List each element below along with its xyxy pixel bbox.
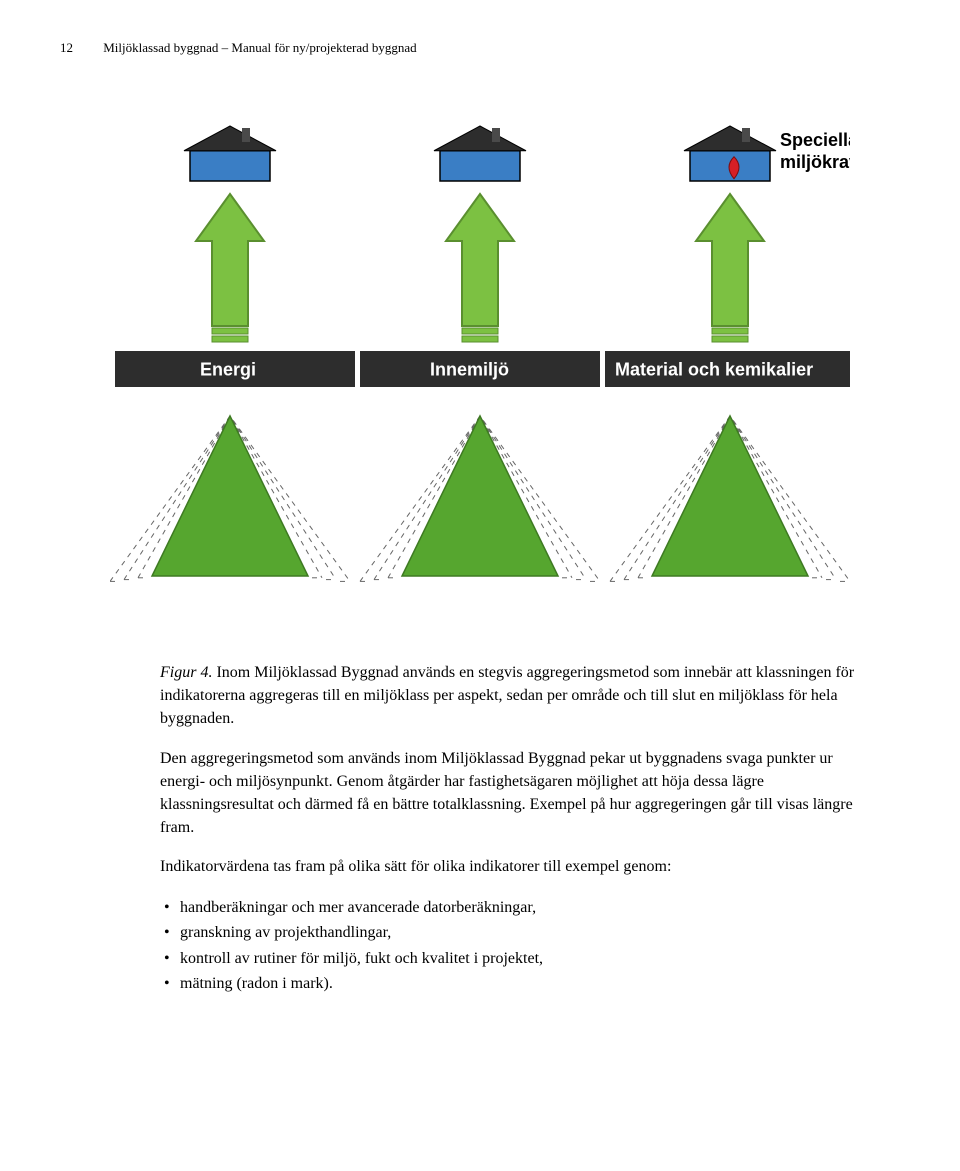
figure-caption-text: Inom Miljöklassad Byggnad används en ste… [160,664,854,727]
svg-text:Speciella: Speciella [780,130,850,150]
bullet-item: kontroll av rutiner för miljö, fukt och … [160,946,860,972]
bullet-item: granskning av projekthandlingar, [160,920,860,946]
bullet-item: mätning (radon i mark). [160,971,860,997]
paragraph-3: Indikatorvärdena tas fram på olika sätt … [160,855,860,878]
figure-caption: Figur 4. Inom Miljöklassad Byggnad använ… [160,661,860,731]
running-title: Miljöklassad byggnad – Manual för ny/pro… [103,40,416,55]
bullet-item: handberäkningar och mer avancerade dator… [160,895,860,921]
body-text: Figur 4. Inom Miljöklassad Byggnad använ… [160,661,860,997]
svg-text:Energi: Energi [200,359,256,379]
diagram-svg: Speciellamiljökrav Energi Innemiljö Materia… [110,116,850,616]
svg-text:miljökrav: miljökrav [780,152,850,172]
paragraph-2: Den aggregeringsmetod som används inom M… [160,747,860,840]
page-number: 12 [60,40,100,56]
figure-label: Figur 4. [160,664,212,681]
svg-text:Innemiljö: Innemiljö [430,359,509,379]
running-header: 12 Miljöklassad byggnad – Manual för ny/… [60,40,900,56]
svg-text:Material och kemikalier: Material och kemikalier [615,359,813,379]
aggregation-diagram: Speciellamiljökrav Energi Innemiljö Materia… [110,116,850,621]
bullet-list: handberäkningar och mer avancerade dator… [160,895,860,997]
